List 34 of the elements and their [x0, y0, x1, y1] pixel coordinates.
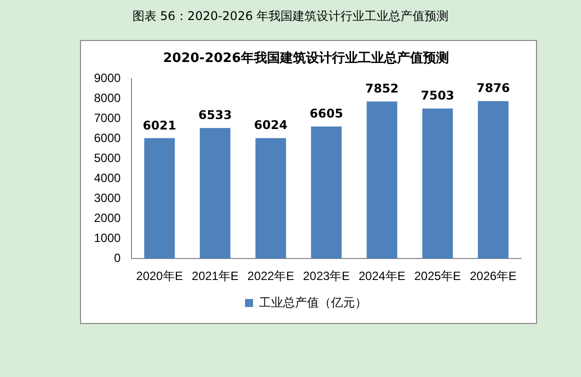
data-label: 7852	[365, 82, 399, 96]
bar	[422, 108, 453, 259]
x-tick-label: 2026年E	[470, 269, 517, 284]
data-label: 7876	[476, 81, 510, 96]
y-tick-label: 5000	[94, 150, 122, 165]
y-tick-label: 8000	[94, 90, 122, 105]
bar	[478, 101, 508, 259]
y-tick-label: 9000	[94, 70, 122, 85]
x-tick-label: 2023年E	[302, 269, 350, 284]
text: 图表 56：2020-2026 年我国建筑设计行业工业总产值预测	[131, 8, 450, 25]
data-label: 6605	[310, 106, 344, 121]
bar	[144, 138, 175, 259]
y-tick-label: 1000	[94, 230, 122, 245]
data-label: 6024	[254, 118, 288, 132]
x-tick-label: 2024年E	[358, 269, 406, 284]
y-tick-label: 6000	[94, 130, 122, 145]
y-tick-label: 0	[114, 250, 122, 265]
y-tick-label: 4000	[94, 170, 122, 185]
bar	[311, 126, 342, 259]
x-tick-label: 2021年E	[192, 269, 238, 284]
x-tick-label: 2022年E	[247, 269, 294, 284]
bar	[255, 138, 286, 259]
data-label: 7503	[420, 88, 454, 103]
y-tick-label: 3000	[94, 190, 122, 205]
data-label: 6533	[198, 108, 232, 122]
y-tick-label: 2000	[94, 210, 122, 225]
legend-label: 工业总产值（亿元）	[259, 295, 367, 310]
x-tick-label: 2020年E	[136, 269, 183, 284]
bar	[200, 128, 230, 259]
data-label: 6021	[142, 118, 176, 132]
bar	[366, 102, 398, 259]
x-tick-label: 2025年E	[414, 269, 461, 284]
y-tick-label: 7000	[94, 110, 122, 125]
chart-title: 2020-2026年我国建筑设计行业工业总产值预测	[163, 50, 449, 66]
